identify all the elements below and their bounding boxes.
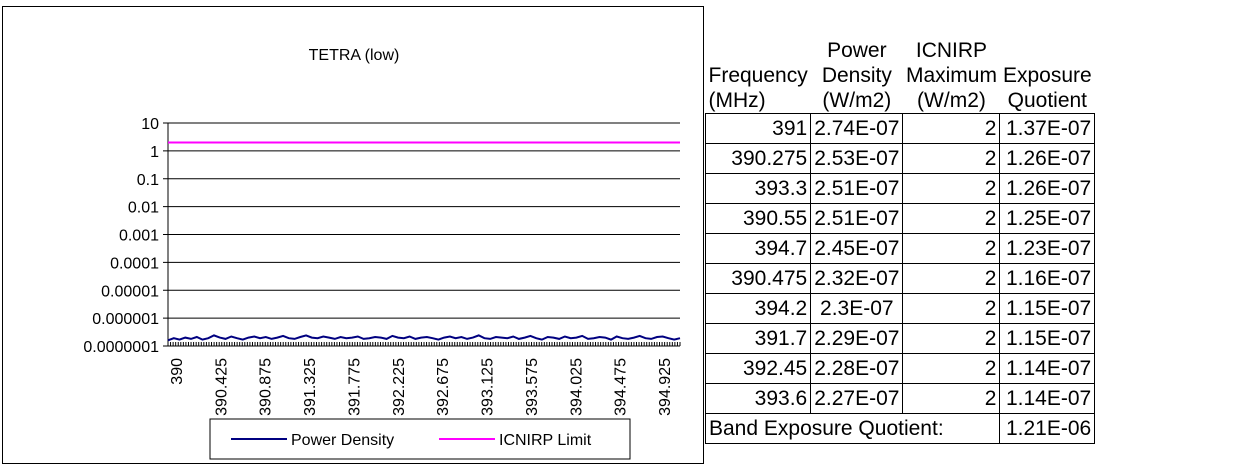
x-tick-label: 394.925 [657,358,674,416]
cell-icnirp-max: 2 [902,323,1001,354]
header-power-density-line2: Density [821,64,892,87]
cell-exposure-quotient: 1.23E-07 [999,233,1096,264]
x-tick-label: 394.025 [568,358,585,416]
cell-exposure-quotient: 1.25E-07 [999,203,1096,234]
y-tick-label: 0.001 [119,228,159,245]
chart-title: TETRA (low) [309,47,400,64]
table-row: 390.275 2.53E-07 2 1.26E-07 [704,143,1096,174]
cell-exposure-quotient: 1.26E-07 [999,143,1096,174]
chart-svg: TETRA (low) 10 1 0.1 0.01 0.001 0.0001 0.00001 0… [83,47,681,460]
cell-power-density: 2.45E-07 [810,233,904,264]
y-tick-label: 0.01 [128,200,159,217]
cell-icnirp-max: 2 [902,353,1001,384]
cell-power-density: 2.74E-07 [810,113,904,144]
cell-exposure-quotient: 1.15E-07 [999,323,1096,354]
cell-frequency: 390.55 [704,203,812,234]
header-power-density-line3: (W/m2) [822,89,892,112]
x-tick-label: 392.225 [391,358,408,416]
header-icnirp-maximum: ICNIRP Maximum (W/m2) [903,8,1000,114]
cell-icnirp-max: 2 [902,143,1001,174]
cell-exposure-quotient: 1.16E-07 [999,263,1096,294]
cell-frequency: 390.275 [704,143,812,174]
chart-panel: TETRA (low) 10 1 0.1 0.01 0.001 0.0001 0.00001 0… [2,6,704,464]
header-exposure-line1: Exposure [1002,64,1092,87]
cell-power-density: 2.29E-07 [810,323,904,354]
y-tick-label: 0.1 [137,172,159,189]
y-tick-label: 0.000001 [92,311,159,328]
cell-frequency: 392.45 [704,353,812,384]
table-row: 391.7 2.29E-07 2 1.15E-07 [704,323,1096,354]
table-row: 392.45 2.28E-07 2 1.14E-07 [704,353,1096,384]
cell-exposure-quotient: 1.14E-07 [999,353,1096,384]
y-tick-label: 0.00001 [101,283,159,300]
x-tick-label: 393.125 [480,358,497,416]
y-tick-label: 0.0000001 [83,339,159,356]
x-tick-label: 392.675 [435,358,452,416]
cell-icnirp-max: 2 [902,113,1001,144]
header-icnirp-line2: Maximum [905,64,997,87]
cell-power-density: 2.51E-07 [810,173,904,204]
y-tick-label: 10 [141,116,159,133]
cell-icnirp-max: 2 [902,173,1001,204]
y-tick-label: 0.0001 [110,255,159,272]
header-frequency-line1: Frequency [708,64,808,87]
x-tick-label: 390.875 [258,358,275,416]
cell-frequency: 393.6 [704,383,812,414]
series-line-power-density [167,334,681,342]
cell-power-density: 2.3E-07 [810,293,904,324]
header-frequency: Frequency (MHz) [706,8,811,114]
cell-exposure-quotient: 1.15E-07 [999,293,1096,324]
x-tick-label: 390 [169,358,186,385]
header-exposure-quotient: Exposure Quotient [1000,8,1095,114]
cell-frequency: 394.2 [704,293,812,324]
header-icnirp-line1: ICNIRP [915,39,988,62]
cell-frequency: 394.7 [704,233,812,264]
x-tick-label: 393.575 [524,358,541,416]
cell-icnirp-max: 2 [902,293,1001,324]
table-row: 390.475 2.32E-07 2 1.16E-07 [704,263,1096,294]
cell-frequency: 390.475 [704,263,812,294]
x-tick-label: 391.775 [346,358,363,416]
legend-label: Power Density [291,432,394,449]
cell-power-density: 2.53E-07 [810,143,904,174]
y-tick-label: 1 [150,144,159,161]
cell-frequency: 393.3 [704,173,812,204]
cell-exposure-quotient: 1.37E-07 [999,113,1096,144]
cell-frequency: 391.7 [704,323,812,354]
header-icnirp-line3: (W/m2) [917,89,986,112]
header-frequency-line2: (MHz) [708,89,766,112]
cell-power-density: 2.27E-07 [810,383,904,414]
header-exposure-line2: Quotient [1007,89,1088,112]
table-row: 390.55 2.51E-07 2 1.25E-07 [704,203,1096,234]
table-header-row: Frequency (MHz) Power Density (W/m2) ICN… [706,8,1095,114]
cell-icnirp-max: 2 [902,233,1001,264]
table-row: 394.7 2.45E-07 2 1.23E-07 [704,233,1096,264]
band-exposure-value: 1.21E-06 [999,413,1096,444]
exposure-table: Frequency (MHz) Power Density (W/m2) ICN… [704,8,1096,444]
cell-frequency: 391 [704,113,812,144]
cell-icnirp-max: 2 [902,263,1001,294]
table-row: 391 2.74E-07 2 1.37E-07 [704,113,1096,144]
band-total-row: Band Exposure Quotient: 1.21E-06 [704,413,1096,444]
x-tick-label: 390.425 [213,358,230,416]
cell-icnirp-max: 2 [902,383,1001,414]
cell-icnirp-max: 2 [902,203,1001,234]
header-power-density-line1: Power [827,39,887,62]
header-power-density: Power Density (W/m2) [811,8,903,114]
cell-power-density: 2.32E-07 [810,263,904,294]
table-row: 393.3 2.51E-07 2 1.26E-07 [704,173,1096,204]
cell-exposure-quotient: 1.26E-07 [999,173,1096,204]
table-row: 394.2 2.3E-07 2 1.15E-07 [704,293,1096,324]
x-tick-label: 394.475 [613,358,630,416]
band-exposure-label: Band Exposure Quotient: [704,413,1001,444]
legend-label: ICNIRP Limit [499,432,592,449]
table-row: 393.6 2.27E-07 2 1.14E-07 [704,383,1096,414]
cell-power-density: 2.28E-07 [810,353,904,384]
x-tick-label: 391.325 [302,358,319,416]
cell-power-density: 2.51E-07 [810,203,904,234]
cell-exposure-quotient: 1.14E-07 [999,383,1096,414]
